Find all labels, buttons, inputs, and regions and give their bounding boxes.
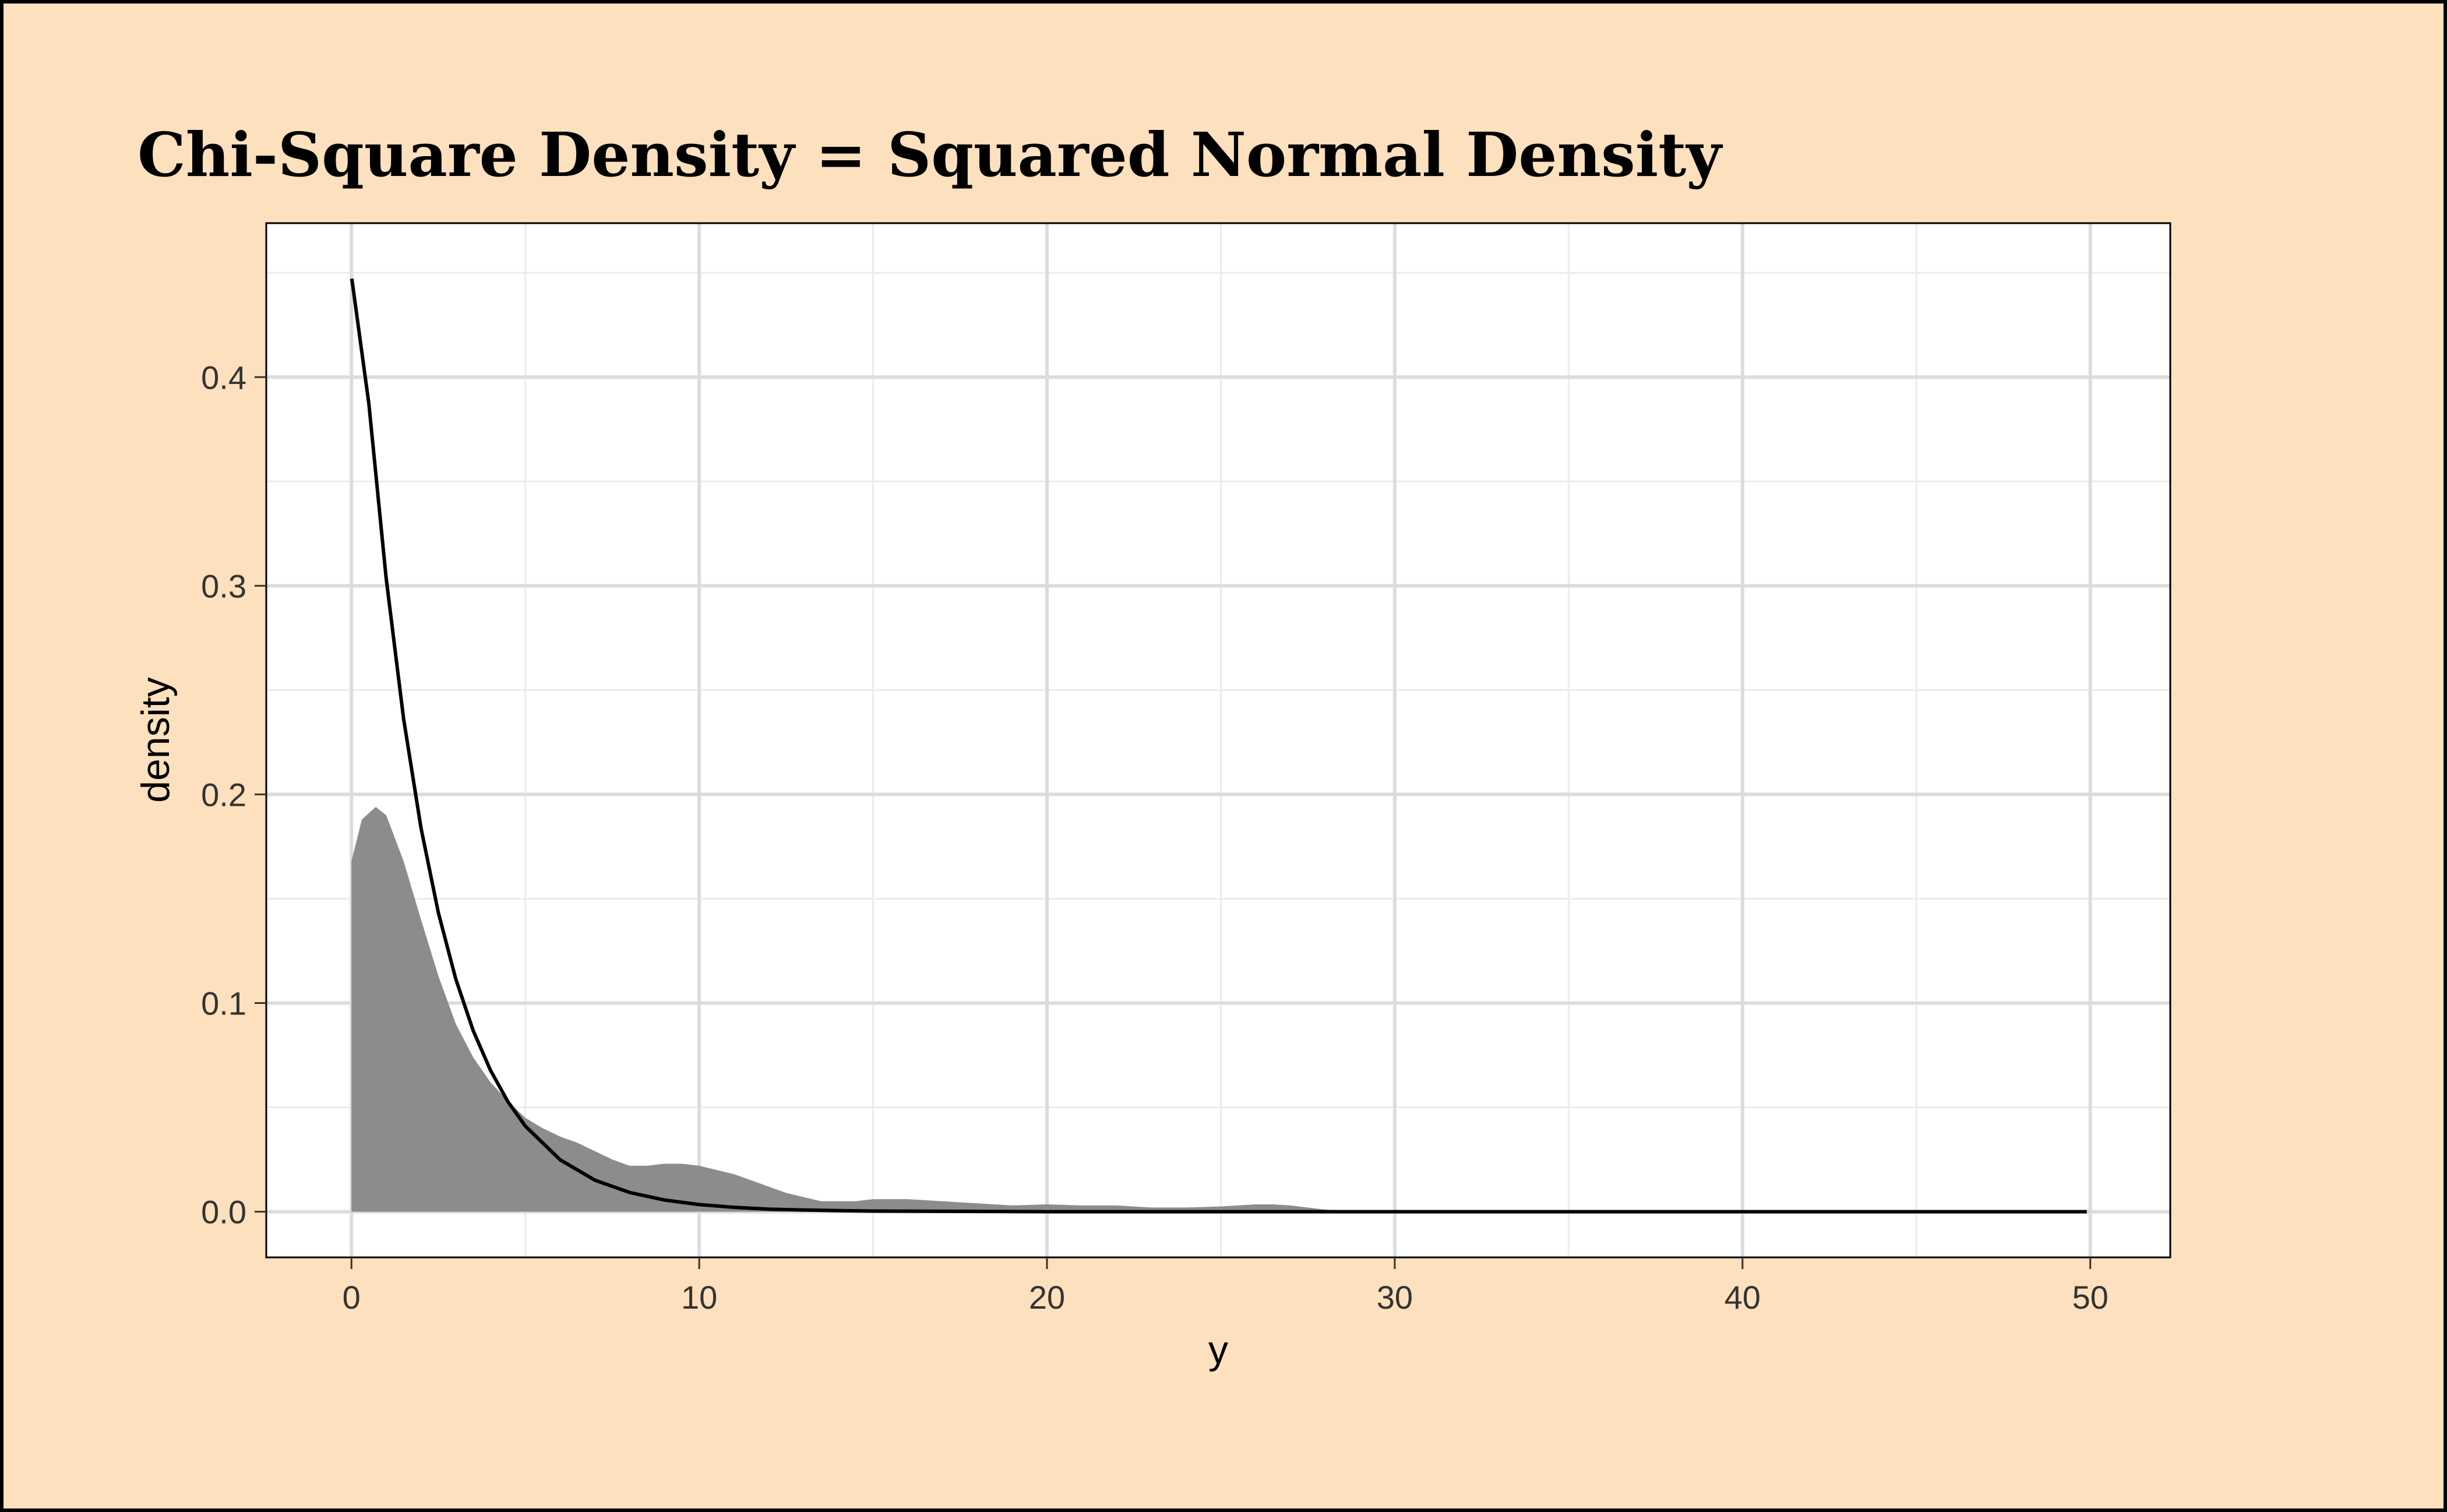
x-tick-label: 10 <box>681 1279 717 1316</box>
x-tick-label: 40 <box>1725 1279 1761 1316</box>
y-tick-label: 0.0 <box>201 1194 246 1231</box>
chi-square-curve <box>350 278 2087 1214</box>
chart-title: Chi-Square Density = Squared Normal Dens… <box>137 119 1723 191</box>
y-axis-label: density <box>133 677 178 802</box>
x-tick-label: 30 <box>1377 1279 1413 1316</box>
y-tick-label: 0.4 <box>201 359 246 396</box>
plot-panel <box>266 223 2170 1257</box>
y-tick-label: 0.2 <box>201 776 246 813</box>
density-area <box>351 806 1360 1212</box>
x-tick-label: 0 <box>343 1279 361 1316</box>
x-tick-label: 50 <box>2072 1279 2108 1316</box>
plot-border <box>265 222 2171 1259</box>
chart-marks <box>350 278 2087 1214</box>
y-tick-label: 0.3 <box>201 568 246 604</box>
x-axis: 0 10 20 30 40 50 <box>343 1257 2108 1316</box>
x-axis-label: y <box>1208 1328 1228 1372</box>
x-tick-label: 20 <box>1029 1279 1065 1316</box>
y-tick-label: 0.1 <box>201 985 246 1022</box>
y-axis: 0.0 0.1 0.2 0.3 0.4 <box>201 359 266 1231</box>
grid-minor <box>266 223 2170 1257</box>
